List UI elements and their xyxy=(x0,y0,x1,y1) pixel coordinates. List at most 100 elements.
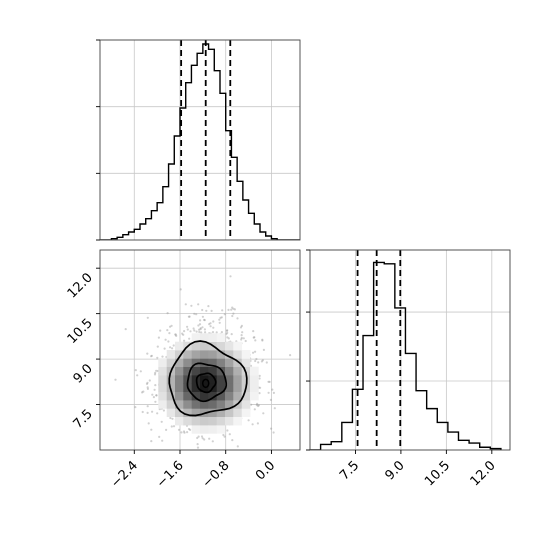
joint-density-cell xyxy=(183,400,192,409)
joint-point xyxy=(212,320,215,323)
joint-density-cell xyxy=(175,350,184,359)
joint-point xyxy=(236,317,239,320)
joint-point xyxy=(179,288,182,291)
marginal-x-yticks xyxy=(96,39,100,241)
joint-point xyxy=(187,427,191,431)
joint-point xyxy=(166,312,169,315)
joint-point xyxy=(156,345,159,348)
joint-density-cell xyxy=(183,358,192,367)
joint-point xyxy=(182,430,186,433)
joint-point xyxy=(152,396,155,399)
joint-density-cell xyxy=(233,383,242,392)
joint-density-cell xyxy=(200,425,209,434)
joint-point xyxy=(208,323,211,326)
joint-point xyxy=(257,404,260,407)
joint-point xyxy=(271,388,274,391)
joint-point xyxy=(257,404,260,408)
joint-point xyxy=(253,336,256,339)
joint-point xyxy=(203,319,206,322)
joint-point xyxy=(209,322,212,325)
joint-point xyxy=(256,402,259,405)
joint-density-cell xyxy=(191,400,201,409)
joint-point xyxy=(201,315,204,318)
joint-point xyxy=(146,316,149,319)
joint-contour-core xyxy=(201,378,210,389)
marginal-x-histogram xyxy=(100,43,300,240)
joint-xtick-label: −0.8 xyxy=(200,458,233,491)
joint-point xyxy=(221,309,224,312)
joint-point xyxy=(250,403,253,406)
joint-density-cell xyxy=(175,400,184,409)
joint-point xyxy=(261,339,264,342)
joint-density-cell xyxy=(225,391,234,401)
joint-point xyxy=(269,398,272,401)
joint-point xyxy=(254,350,257,353)
joint-density-cell xyxy=(158,391,167,401)
joint-point xyxy=(182,333,185,336)
joint-density-cells xyxy=(158,333,259,434)
marginal-y-histogram xyxy=(310,261,502,450)
joint-point xyxy=(156,356,159,359)
joint-point xyxy=(255,357,258,361)
joint-density-cell xyxy=(175,358,184,367)
joint-point xyxy=(226,336,229,339)
joint-point xyxy=(255,404,258,407)
marginal-y-xtick-label: 12.0 xyxy=(468,458,499,489)
joint-point xyxy=(211,331,215,334)
joint-point xyxy=(153,388,156,391)
joint-point xyxy=(146,381,149,384)
joint-density-cell xyxy=(200,358,209,367)
joint-density-cell xyxy=(241,350,251,359)
joint-point xyxy=(223,435,226,438)
joint-density-cell xyxy=(216,341,226,351)
joint-point xyxy=(270,427,273,430)
joint-point xyxy=(139,370,142,373)
joint-point xyxy=(151,393,154,396)
joint-point xyxy=(150,354,153,357)
joint-point xyxy=(254,339,257,342)
joint-point xyxy=(154,384,157,387)
joint-point xyxy=(148,379,151,382)
joint-point xyxy=(199,328,202,331)
joint-point xyxy=(162,409,165,412)
joint-point xyxy=(249,364,253,367)
joint-density-cell xyxy=(225,366,234,376)
joint-density-cell xyxy=(208,416,217,426)
joint-density-cell xyxy=(216,366,226,376)
joint-point xyxy=(159,329,162,332)
joint-point xyxy=(186,325,189,328)
joint-density-cell xyxy=(208,333,217,342)
joint-ytick-label: 9.0 xyxy=(71,361,96,386)
joint-point xyxy=(164,338,167,341)
joint-point xyxy=(192,327,195,330)
joint-point xyxy=(184,303,187,306)
joint-point xyxy=(147,422,150,425)
joint-point xyxy=(258,374,261,377)
joint-point xyxy=(258,377,261,380)
joint-point xyxy=(222,433,225,437)
joint-point xyxy=(272,391,275,394)
joint-point xyxy=(223,313,226,316)
joint-point xyxy=(201,308,204,312)
joint-point xyxy=(161,439,164,442)
joint-xtick-label: −1.6 xyxy=(154,458,187,491)
joint-point xyxy=(114,378,117,381)
joint-density-cell xyxy=(183,416,192,426)
joint-density-cell xyxy=(208,366,217,376)
joint-density-cell xyxy=(158,375,167,384)
joint-density-cell xyxy=(250,366,259,376)
joint-point xyxy=(208,437,211,440)
joint-ytick-label: 12.0 xyxy=(65,270,96,301)
joint-point xyxy=(240,334,243,337)
joint-point xyxy=(219,316,222,319)
joint-point xyxy=(189,330,192,333)
joint-density-cell xyxy=(191,408,201,417)
joint-point xyxy=(267,391,270,394)
joint-point xyxy=(175,334,178,337)
joint-density-cell xyxy=(166,391,176,401)
joint-density-cell xyxy=(216,408,226,417)
joint-point xyxy=(146,352,149,355)
joint-density-cell xyxy=(200,341,209,351)
marginal-x-panel xyxy=(96,39,301,241)
